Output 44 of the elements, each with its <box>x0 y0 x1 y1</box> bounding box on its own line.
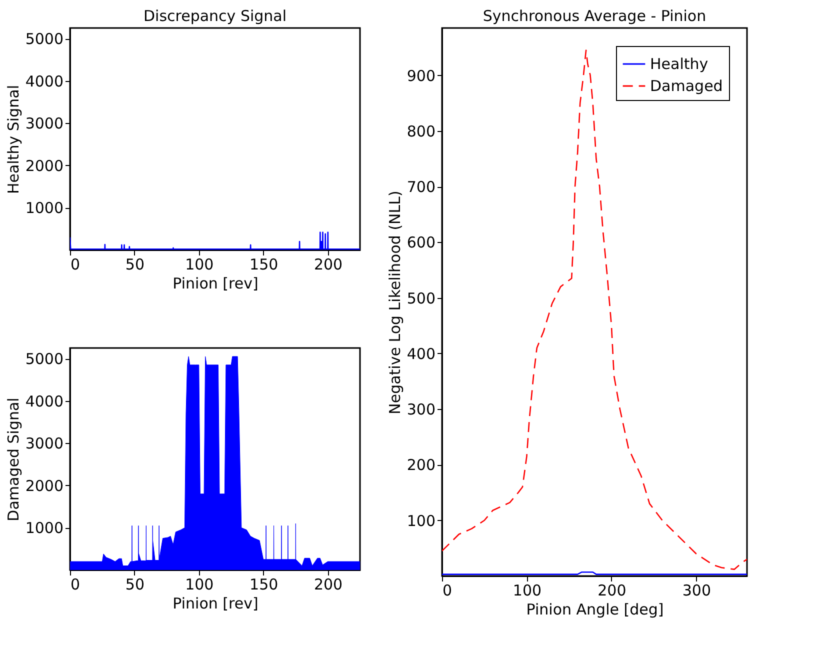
x-tick-label: 50 <box>125 256 144 274</box>
y-axis-title: Damaged Signal <box>4 398 22 522</box>
x-tick-label: 200 <box>314 576 343 594</box>
y-tick-label: 2000 <box>25 156 64 175</box>
y-tick-label: 1000 <box>25 519 64 538</box>
x-tick-label: 100 <box>512 582 542 600</box>
x-tick-label: 150 <box>250 256 278 274</box>
x-axis-title: Pinion [rev] <box>172 594 258 612</box>
y-tick-label: 200 <box>406 456 436 474</box>
x-axis-title: Pinion Angle [deg] <box>526 600 664 618</box>
x-tick-label: 100 <box>185 256 214 274</box>
x-tick-label: 0 <box>442 582 452 600</box>
x-tick-label: 100 <box>185 576 214 594</box>
y-tick-label: 1000 <box>25 199 64 218</box>
x-tick-label: 0 <box>70 576 80 594</box>
y-tick-label: 3000 <box>25 434 64 453</box>
legend-label: Healthy <box>650 55 708 73</box>
y-tick-label: 4000 <box>25 392 64 410</box>
y-tick-label: 5000 <box>25 30 64 48</box>
y-tick-label: 400 <box>406 344 436 363</box>
y-tick-label: 100 <box>406 512 436 530</box>
y-axis-title: Negative Log Likelihood (NLL) <box>386 190 404 414</box>
y-tick-label: 5000 <box>25 350 64 368</box>
x-tick-label: 200 <box>314 256 343 274</box>
y-tick-label: 4000 <box>25 72 64 90</box>
x-axis-title: Pinion [rev] <box>172 274 258 292</box>
x-tick-label: 50 <box>125 576 144 594</box>
x-tick-label: 150 <box>250 576 278 594</box>
y-tick-label: 700 <box>406 178 436 196</box>
y-tick-label: 500 <box>406 289 436 308</box>
y-tick-label: 900 <box>406 66 436 85</box>
chart-title: Synchronous Average - Pinion <box>482 7 706 25</box>
x-tick-label: 300 <box>682 582 711 600</box>
legend-label: Damaged <box>650 77 723 95</box>
y-tick-label: 3000 <box>25 114 64 133</box>
chart-title: Discrepancy Signal <box>143 7 287 25</box>
x-tick-label: 0 <box>70 256 80 274</box>
x-tick-label: 200 <box>598 582 626 600</box>
y-axis-title: Healthy Signal <box>4 85 22 194</box>
y-tick-label: 600 <box>406 234 436 252</box>
y-tick-label: 300 <box>406 400 436 419</box>
y-tick-label: 2000 <box>25 476 64 495</box>
line-series <box>442 50 747 570</box>
y-tick-label: 800 <box>406 122 436 140</box>
